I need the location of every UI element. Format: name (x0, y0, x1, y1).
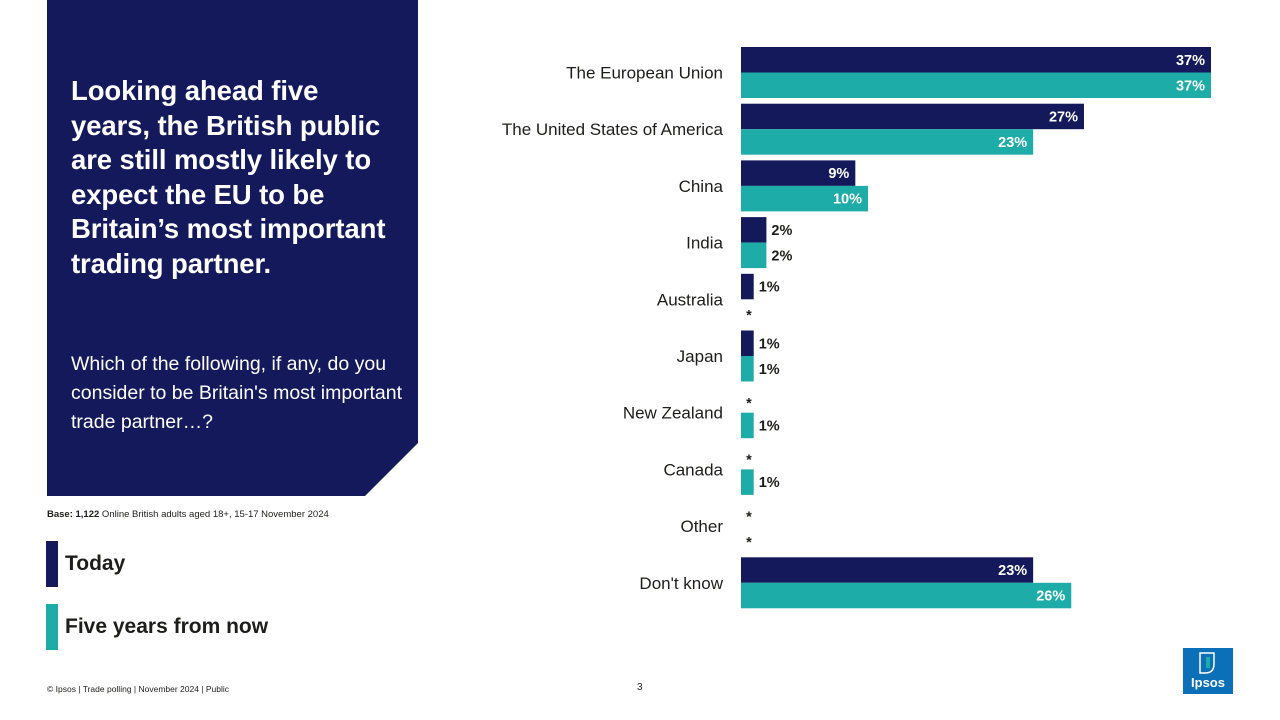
bar-five-years-japan (741, 356, 754, 382)
bar-today-australia (741, 273, 754, 300)
value-label-today-new-zealand: * (746, 396, 752, 412)
logo-mark-icon (1199, 652, 1215, 674)
bar-five-years-canada (741, 469, 754, 495)
bar-today-india (741, 217, 767, 243)
bar-today-the-european-union (741, 47, 1211, 73)
value-label-five-years-india: 2% (771, 248, 792, 264)
value-label-today-the-european-union: 37% (1176, 53, 1205, 69)
category-label-china: China (679, 177, 724, 196)
headline-panel (47, 0, 418, 496)
category-label-canada: Canada (663, 460, 723, 479)
value-label-five-years-the-european-union: 37% (1176, 78, 1205, 94)
value-label-today-india: 2% (771, 223, 792, 239)
base-note: Base: 1,122 Online British adults aged 1… (47, 509, 329, 520)
legend-label-five-years: Five years from now (65, 615, 269, 638)
value-label-five-years-the-united-states-of-america: 23% (998, 135, 1027, 151)
legend-label-today: Today (65, 552, 126, 575)
category-label-new-zealand: New Zealand (623, 404, 723, 423)
logo-text: Ipsos (1191, 675, 1225, 690)
base-text: Online British adults aged 18+, 15-17 No… (99, 509, 329, 520)
legend-swatch-today (46, 541, 58, 587)
value-label-five-years-australia: * (746, 308, 752, 324)
bar-five-years-india (741, 242, 767, 269)
footer-text: © Ipsos | Trade polling | November 2024 … (47, 684, 230, 694)
value-label-today-other: * (746, 509, 752, 525)
category-label-other: Other (680, 517, 723, 536)
category-label-australia: Australia (657, 290, 724, 309)
bar-five-years-the-european-union (741, 72, 1211, 98)
value-label-today-japan: 1% (759, 336, 780, 352)
ipsos-logo: Ipsos (1183, 648, 1233, 694)
bar-five-years-new-zealand (741, 412, 754, 439)
value-label-five-years-japan: 1% (759, 362, 780, 378)
survey-question: Which of the following, if any, do you c… (71, 353, 403, 433)
bar-five-years-the-united-states-of-america (741, 129, 1034, 155)
value-label-today-australia: 1% (759, 280, 780, 296)
bar-five-years-don-t-know (741, 582, 1072, 609)
value-label-today-the-united-states-of-america: 27% (1049, 109, 1078, 125)
category-label-don-t-know: Don't know (639, 574, 723, 593)
category-label-the-united-states-of-america: The United States of America (502, 120, 724, 139)
legend-five-years: Five years from now (46, 604, 268, 650)
value-label-today-don-t-know: 23% (998, 563, 1027, 579)
page-number: 3 (637, 682, 643, 693)
value-label-today-china: 9% (828, 166, 849, 182)
value-label-today-canada: * (746, 453, 752, 469)
category-label-the-european-union: The European Union (566, 64, 723, 83)
bar-today-china (741, 160, 856, 186)
value-label-five-years-don-t-know: 26% (1036, 589, 1065, 605)
bar-today-the-united-states-of-america (741, 103, 1084, 130)
legend-swatch-five-years (46, 604, 58, 650)
bar-today-japan (741, 330, 754, 356)
bar-today-don-t-know (741, 557, 1034, 583)
bar-five-years-china (741, 185, 869, 212)
legend-today: Today (46, 541, 125, 587)
category-label-japan: Japan (677, 347, 723, 366)
headline: Looking ahead five years, the British pu… (71, 75, 386, 279)
category-label-india: India (686, 234, 723, 253)
value-label-five-years-other: * (746, 535, 752, 551)
value-label-five-years-canada: 1% (759, 475, 780, 491)
value-label-five-years-new-zealand: 1% (759, 418, 780, 434)
value-label-five-years-china: 10% (833, 192, 862, 208)
base-label: Base: 1,122 (47, 509, 100, 520)
